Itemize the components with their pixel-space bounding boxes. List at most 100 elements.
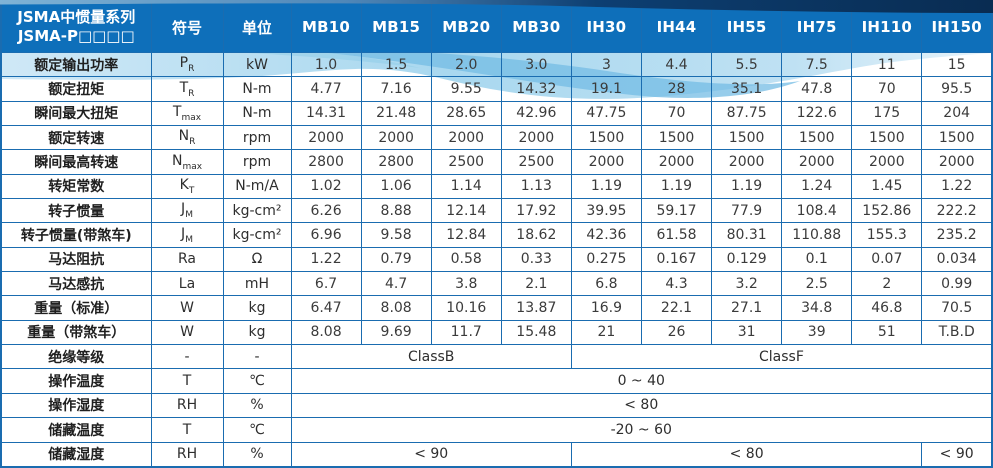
value-cell: 42.36 bbox=[570, 222, 642, 248]
value-cell: -20 ~ 60 bbox=[290, 417, 993, 443]
row-label: 转子惯量(带煞车) bbox=[0, 222, 152, 248]
value-cell: 2000 bbox=[711, 149, 783, 175]
value-cell: 2800 bbox=[360, 149, 432, 175]
value-cell: 0 ~ 40 bbox=[290, 368, 993, 394]
value-cell: 13.87 bbox=[500, 295, 572, 321]
table-row: 额定转速 NR rpm 2000 2000 2000 2000 1500 1500 1500 150… bbox=[0, 125, 993, 151]
table-row: 瞬间最大扭矩 Tmax N-m 14.31 21.48 28.65 42.96 47.75 70… bbox=[0, 100, 993, 127]
value-cell: 3 bbox=[570, 51, 642, 78]
table-row: 绝缘等级 - - ClassB ClassF bbox=[0, 344, 993, 370]
value-cell: 21 bbox=[570, 319, 642, 346]
row-label: 储藏温度 bbox=[0, 417, 152, 443]
column-header-ih75: IH75 bbox=[781, 0, 853, 53]
symbol-cell: JM bbox=[150, 222, 224, 248]
value-cell: 70.5 bbox=[921, 295, 993, 321]
value-cell: 2000 bbox=[360, 125, 432, 151]
value-cell: 0.58 bbox=[430, 246, 502, 273]
symbol-cell: Tmax bbox=[150, 100, 224, 127]
unit-cell: Ω bbox=[222, 246, 292, 273]
value-cell: 0.275 bbox=[570, 246, 642, 273]
value-cell: 46.8 bbox=[851, 295, 923, 321]
table-row: 转矩常数 KT N-m/A 1.02 1.06 1.14 1.13 1.19 1.19 1.19 1… bbox=[0, 173, 993, 200]
unit-cell: ℃ bbox=[222, 368, 292, 394]
value-cell: 14.31 bbox=[290, 100, 362, 127]
value-cell: 7.5 bbox=[781, 51, 853, 78]
symbol-cell: NR bbox=[150, 125, 224, 151]
unit-cell: kW bbox=[222, 51, 292, 78]
symbol-subscript: M bbox=[185, 234, 193, 245]
table-row: 转子惯量 JM kg-cm² 6.26 8.88 12.14 17.92 39.95 59.17… bbox=[0, 198, 993, 224]
row-label: 额定输出功率 bbox=[0, 51, 152, 78]
value-cell: 1.02 bbox=[290, 173, 362, 200]
value-cell: 2500 bbox=[500, 149, 572, 175]
unit-cell: N-m bbox=[222, 100, 292, 127]
value-cell: 14.32 bbox=[500, 76, 572, 102]
value-cell: 222.2 bbox=[921, 198, 993, 224]
value-cell: 1500 bbox=[781, 125, 853, 151]
value-cell: 3.0 bbox=[500, 51, 572, 78]
value-cell: 3.8 bbox=[430, 271, 502, 297]
value-cell: 1500 bbox=[640, 125, 713, 151]
unit-cell: kg bbox=[222, 319, 292, 346]
unit-cell: % bbox=[222, 392, 292, 419]
symbol-cell: RH bbox=[150, 441, 224, 468]
value-cell: 8.08 bbox=[290, 319, 362, 346]
column-header-ih30: IH30 bbox=[570, 0, 642, 53]
table-row: 瞬间最高转速 Nmax rpm 2800 2800 2500 2500 2000 2000 200… bbox=[0, 149, 993, 175]
value-cell: ClassB bbox=[290, 344, 572, 370]
value-cell: 1.22 bbox=[921, 173, 993, 200]
value-cell: 11 bbox=[851, 51, 923, 78]
symbol-subscript: max bbox=[182, 161, 203, 172]
unit-cell: kg bbox=[222, 295, 292, 321]
value-cell: 0.129 bbox=[711, 246, 783, 273]
row-label: 重量（带煞车） bbox=[0, 319, 152, 346]
unit-cell: % bbox=[222, 441, 292, 468]
column-header-mb10: MB10 bbox=[290, 0, 362, 53]
value-cell: 47.75 bbox=[570, 100, 642, 127]
value-cell: 2000 bbox=[500, 125, 572, 151]
value-cell: 122.6 bbox=[781, 100, 853, 127]
symbol-cell: JM bbox=[150, 198, 224, 224]
value-cell: 0.33 bbox=[500, 246, 572, 273]
value-cell: 2.0 bbox=[430, 51, 502, 78]
row-label: 转矩常数 bbox=[0, 173, 152, 200]
value-cell: 15.48 bbox=[500, 319, 572, 346]
value-cell: 4.3 bbox=[640, 271, 713, 297]
value-cell: 18.62 bbox=[500, 222, 572, 248]
symbol-subscript: R bbox=[188, 88, 195, 99]
value-cell: 1.06 bbox=[360, 173, 432, 200]
value-cell: 1500 bbox=[851, 125, 923, 151]
value-cell: 28 bbox=[640, 76, 713, 102]
value-cell: 39.95 bbox=[570, 198, 642, 224]
value-cell: < 90 bbox=[921, 441, 993, 468]
symbol-cell: RH bbox=[150, 392, 224, 419]
value-cell: 1500 bbox=[711, 125, 783, 151]
value-cell: 17.92 bbox=[500, 198, 572, 224]
value-cell: 0.99 bbox=[921, 271, 993, 297]
value-cell: 77.9 bbox=[711, 198, 783, 224]
unit-cell: - bbox=[222, 344, 292, 370]
value-cell: 31 bbox=[711, 319, 783, 346]
value-cell: 175 bbox=[851, 100, 923, 127]
value-cell: 12.14 bbox=[430, 198, 502, 224]
column-header-mb30: MB30 bbox=[500, 0, 572, 53]
unit-cell: ℃ bbox=[222, 417, 292, 443]
unit-cell: kg-cm² bbox=[222, 222, 292, 248]
symbol-subscript: R bbox=[188, 64, 195, 75]
value-cell: 15 bbox=[921, 51, 993, 78]
value-cell: 1.22 bbox=[290, 246, 362, 273]
symbol-cell: TR bbox=[150, 76, 224, 102]
value-cell: 235.2 bbox=[921, 222, 993, 248]
column-header-ih150: IH150 bbox=[921, 0, 993, 53]
column-header-ih55: IH55 bbox=[711, 0, 783, 53]
value-cell: 9.69 bbox=[360, 319, 432, 346]
value-cell: 28.65 bbox=[430, 100, 502, 127]
row-label: 瞬间最高转速 bbox=[0, 149, 152, 175]
symbol-subscript: R bbox=[189, 137, 196, 148]
value-cell: 6.7 bbox=[290, 271, 362, 297]
value-cell: 6.47 bbox=[290, 295, 362, 321]
value-cell: 39 bbox=[781, 319, 853, 346]
value-cell: 3.2 bbox=[711, 271, 783, 297]
value-cell: 4.7 bbox=[360, 271, 432, 297]
table-row: 马达阻抗 Ra Ω 1.22 0.79 0.58 0.33 0.275 0.167 0.129 0.… bbox=[0, 246, 993, 273]
